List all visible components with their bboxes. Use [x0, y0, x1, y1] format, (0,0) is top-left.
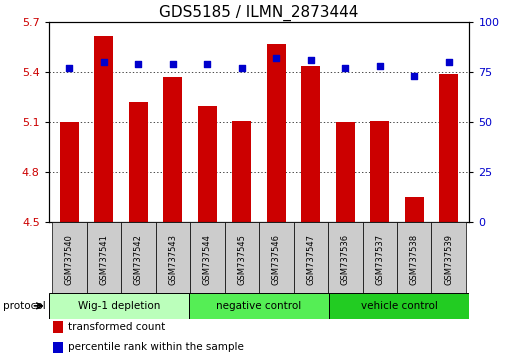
Bar [198, 105, 217, 222]
Bar [189, 293, 329, 319]
Bar [232, 121, 251, 222]
Bar [293, 222, 328, 293]
Bar [363, 222, 397, 293]
Text: GSM737541: GSM737541 [100, 234, 108, 285]
Bar [336, 122, 355, 222]
Bar [301, 65, 320, 222]
Bar [259, 222, 293, 293]
Bar [87, 222, 121, 293]
Text: GSM737547: GSM737547 [306, 234, 315, 285]
Text: percentile rank within the sample: percentile rank within the sample [68, 342, 244, 352]
Bar [52, 222, 87, 293]
Bar [53, 321, 64, 333]
Bar [190, 222, 225, 293]
Bar [397, 222, 431, 293]
Text: GSM737546: GSM737546 [272, 234, 281, 285]
Text: GSM737537: GSM737537 [375, 234, 384, 285]
Point [410, 74, 418, 79]
Text: GSM737543: GSM737543 [168, 234, 177, 285]
Bar [328, 222, 363, 293]
Bar [129, 102, 148, 222]
Bar [431, 222, 466, 293]
Point [445, 59, 453, 65]
Text: GSM737538: GSM737538 [410, 234, 419, 285]
Bar [94, 36, 113, 222]
Text: Wig-1 depletion: Wig-1 depletion [77, 301, 160, 311]
Text: GSM737539: GSM737539 [444, 234, 453, 285]
Text: GSM737544: GSM737544 [203, 234, 212, 285]
Point [376, 63, 384, 69]
Point [169, 62, 177, 67]
Bar [405, 197, 424, 222]
Title: GDS5185 / ILMN_2873444: GDS5185 / ILMN_2873444 [160, 5, 359, 21]
Bar [370, 121, 389, 222]
Point [272, 56, 281, 61]
Bar [163, 77, 182, 222]
Point [341, 65, 349, 71]
Bar [155, 222, 190, 293]
Text: protocol: protocol [3, 301, 45, 311]
Text: GSM737536: GSM737536 [341, 234, 350, 285]
Bar [225, 222, 259, 293]
Text: GSM737542: GSM737542 [134, 234, 143, 285]
Point [203, 62, 211, 67]
Bar [267, 44, 286, 222]
Bar [121, 222, 155, 293]
Point [134, 62, 143, 67]
Text: negative control: negative control [216, 301, 302, 311]
Text: GSM737545: GSM737545 [238, 234, 246, 285]
Bar [53, 342, 64, 353]
Bar [60, 122, 79, 222]
Point [100, 59, 108, 65]
Text: GSM737540: GSM737540 [65, 234, 74, 285]
Text: transformed count: transformed count [68, 322, 165, 332]
Bar [49, 293, 189, 319]
Bar [439, 74, 458, 222]
Point [65, 65, 73, 71]
Point [307, 57, 315, 63]
Text: vehicle control: vehicle control [361, 301, 438, 311]
Bar [329, 293, 469, 319]
Point [238, 65, 246, 71]
